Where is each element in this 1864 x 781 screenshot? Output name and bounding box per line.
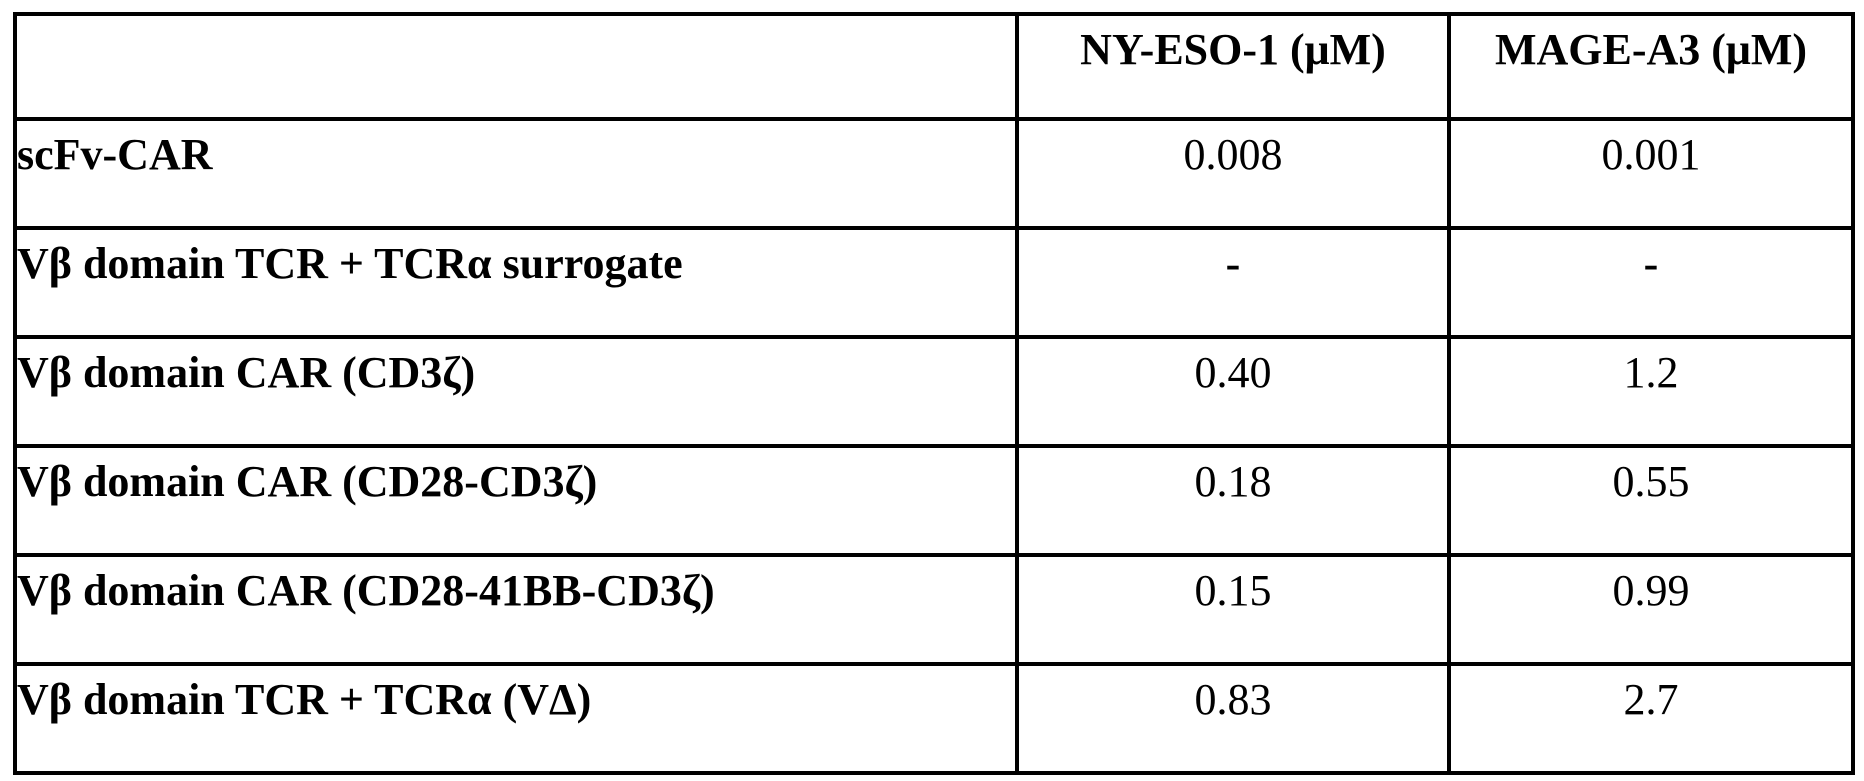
value-ny-eso-1: 0.15 — [1015, 553, 1451, 666]
value-ny-eso-1: 0.83 — [1015, 662, 1451, 775]
row-label: Vβ domain CAR (CD28-CD3ζ) — [13, 444, 1019, 557]
table-row-vb-car-cd28-41bb-cd3z: Vβ domain CAR (CD28-41BB-CD3ζ) 0.15 0.99 — [13, 553, 1855, 666]
header-row: NY-ESO-1 (μM) MAGE-A3 (μM) — [13, 12, 1855, 121]
value-mage-a3: 0.99 — [1447, 553, 1855, 666]
table-row-vb-car-cd28-cd3z: Vβ domain CAR (CD28-CD3ζ) 0.18 0.55 — [13, 444, 1855, 557]
row-label: Vβ domain TCR + TCRα (VΔ) — [13, 662, 1019, 775]
row-label: Vβ domain TCR + TCRα surrogate — [13, 226, 1019, 339]
results-table: NY-ESO-1 (μM) MAGE-A3 (μM) scFv-CAR 0.00… — [13, 12, 1855, 775]
value-mage-a3: 1.2 — [1447, 335, 1855, 448]
col-header-mage-a3: MAGE-A3 (μM) — [1447, 12, 1855, 121]
table-row-scfv-car: scFv-CAR 0.008 0.001 — [13, 117, 1855, 230]
empty-corner-cell — [13, 12, 1019, 121]
value-mage-a3: - — [1447, 226, 1855, 339]
value-ny-eso-1: 0.40 — [1015, 335, 1451, 448]
table-row-vb-tcr-surrogate: Vβ domain TCR + TCRα surrogate - - — [13, 226, 1855, 339]
value-ny-eso-1: 0.008 — [1015, 117, 1451, 230]
table-row-vb-car-cd3z: Vβ domain CAR (CD3ζ) 0.40 1.2 — [13, 335, 1855, 448]
row-label: scFv-CAR — [13, 117, 1019, 230]
row-label: Vβ domain CAR (CD3ζ) — [13, 335, 1019, 448]
value-mage-a3: 0.001 — [1447, 117, 1855, 230]
value-mage-a3: 2.7 — [1447, 662, 1855, 775]
table-row-vb-tcr-vdelta: Vβ domain TCR + TCRα (VΔ) 0.83 2.7 — [13, 662, 1855, 775]
col-header-ny-eso-1: NY-ESO-1 (μM) — [1015, 12, 1451, 121]
value-ny-eso-1: 0.18 — [1015, 444, 1451, 557]
value-mage-a3: 0.55 — [1447, 444, 1855, 557]
row-label: Vβ domain CAR (CD28-41BB-CD3ζ) — [13, 553, 1019, 666]
value-ny-eso-1: - — [1015, 226, 1451, 339]
